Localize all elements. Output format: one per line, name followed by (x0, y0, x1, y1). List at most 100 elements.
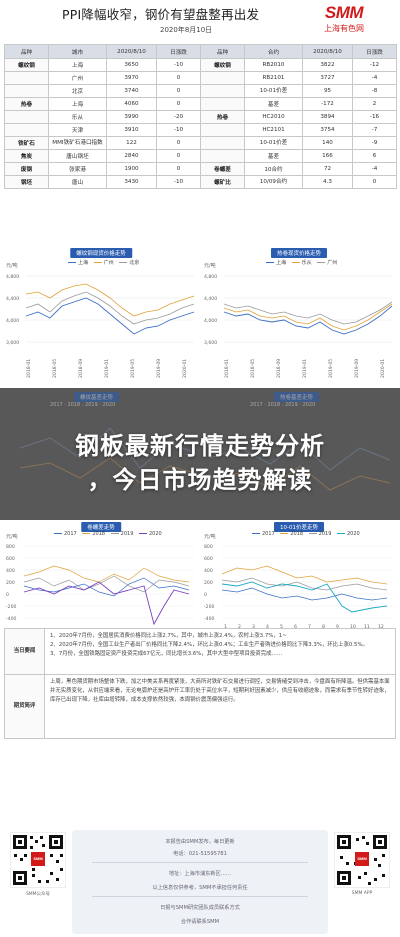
price-table: 品种 城市 2020/8/10 日涨跌 品种 合约 2020/8/10 日涨跌 … (4, 44, 397, 189)
svg-text:2019-05: 2019-05 (130, 359, 136, 378)
table-cell: 螺矿比 (200, 175, 245, 189)
table-cell: 0 (156, 97, 201, 111)
table-row: 铁矿石 MMI铁矿石港口指数 122 0 10-01价差 140 -9 (4, 136, 397, 150)
table-cell: 0 (156, 71, 201, 85)
svg-text:11: 11 (364, 624, 370, 630)
news-content: 1、2020年7月份，全国居民消费价格同比上涨2.7%，其中，城市上涨2.4%，… (44, 628, 396, 675)
svg-text:800: 800 (6, 544, 15, 550)
svg-text:400: 400 (6, 568, 15, 574)
table-cell: 基差 (244, 97, 303, 111)
hero-headline: 钢板最新行情走势分析 (75, 432, 325, 460)
qr-badge: SMM (31, 852, 45, 866)
news-item: 1、2020年7月份，全国居民消费价格同比上涨2.7%，其中，城市上涨2.4%，… (50, 633, 287, 639)
table-cell: 0 (352, 175, 397, 189)
table-cell: -172 (302, 97, 353, 111)
svg-text:2: 2 (238, 624, 241, 630)
header-cell: 合约 (244, 44, 303, 59)
table-cell (4, 110, 49, 124)
table-row: 螺纹钢 上海 3650 -10 螺纹钢 RB2010 3822 -12 (4, 58, 397, 72)
svg-text:2018-05: 2018-05 (250, 359, 256, 378)
table-cell: 焦炭 (4, 149, 49, 163)
contact-line: 地址：上海市浦东新区…… (168, 871, 232, 877)
table-cell: HC2101 (244, 123, 303, 137)
chart-legend: 2017 2018 2019 2020 (248, 531, 360, 537)
table-cell: 10-01价差 (244, 84, 303, 98)
chart-unit: 元/吨 (6, 534, 18, 540)
qr-caption: SMM APP (351, 891, 373, 896)
table-cell: RB2101 (244, 71, 303, 85)
table-cell: 0 (156, 149, 201, 163)
svg-text:-200: -200 (6, 604, 17, 610)
table-cell: RB2010 (244, 58, 303, 72)
qr-code-left[interactable]: SMM SMM公众号 (9, 831, 67, 898)
qr-code-right[interactable]: SMM SMM APP (333, 831, 391, 898)
report-date: 2020年8月10日 (160, 26, 213, 34)
table-cell: 3650 (106, 58, 157, 72)
table-cell: -4 (352, 162, 397, 176)
table-cell: 北京 (48, 84, 107, 98)
svg-text:3: 3 (252, 624, 255, 630)
charts-row-1: 螺纹钢现货价格走势 元/吨 上海 广州 北京 4,800 4,400 4,000… (4, 246, 396, 388)
header-cell: 品种 (200, 44, 245, 59)
legend-item: 北京 (129, 260, 140, 266)
table-cell: 0 (156, 84, 201, 98)
svg-text:10: 10 (350, 624, 356, 630)
chart-plot: 4,800 4,400 4,000 3,600 2018-01 2018-05 … (204, 274, 393, 378)
table-cell: 0 (156, 162, 201, 176)
table-row: 钢坯 唐山 3430 -10 螺矿比 10/09合约 4.3 0 (4, 175, 397, 189)
svg-text:2019-09: 2019-09 (156, 359, 162, 378)
svg-text:4: 4 (266, 624, 269, 630)
svg-text:2018-09: 2018-09 (276, 359, 282, 378)
table-cell: 张家港 (48, 162, 107, 176)
header-cell: 品种 (4, 44, 49, 59)
legend-item: 广州 (103, 260, 114, 266)
header-cell: 城市 (48, 44, 107, 59)
table-cell: -16 (352, 110, 397, 124)
table-cell: 钢坯 (4, 175, 49, 189)
svg-text:2019-01: 2019-01 (104, 359, 110, 378)
table-row: 北京 3740 0 10-01价差 95 -8 (4, 84, 397, 98)
svg-text:400: 400 (204, 568, 213, 574)
divider (92, 862, 308, 863)
svg-text:-400: -400 (6, 616, 17, 622)
smm-logo[interactable]: SMM 上海有色网 (308, 4, 380, 38)
table-cell: 10/09合约 (244, 175, 303, 189)
table-cell (4, 123, 49, 137)
chart-legend: 2017 · 2018 · 2019 · 2020 (50, 402, 116, 408)
table-cell: 唐山钢坯 (48, 149, 107, 163)
chart-title: 螺纹基差走势 (74, 392, 120, 402)
table-cell: 卷螺差 (200, 162, 245, 176)
chart-unit: 元/吨 (204, 534, 216, 540)
svg-text:2019-09: 2019-09 (354, 359, 360, 378)
chart-plot: 800 600 400 200 0 -200 -400 (6, 544, 194, 626)
table-cell: 天津 (48, 123, 107, 137)
table-cell (200, 97, 245, 111)
notes-label: 期货简评 (4, 674, 45, 739)
table-cell: 3894 (302, 110, 353, 124)
table-cell: 2840 (106, 149, 157, 163)
coil-rebar-spread-chart: 卷螺差走势 元/吨 2017 2018 2019 2020 800 600 40… (4, 520, 198, 630)
hero-overlay: 螺纹基差走势 热卷基差走势 2017 · 2018 · 2019 · 2020 … (0, 388, 400, 520)
chart-title: 螺纹钢现货价格走势 (70, 248, 132, 258)
table-cell: 166 (302, 149, 353, 163)
chart-title: 卷螺差走势 (81, 522, 121, 532)
table-cell: 3430 (106, 175, 157, 189)
chart-legend: 2017 2018 2019 2020 (50, 531, 162, 537)
table-cell: 螺纹钢 (200, 58, 245, 72)
legend-item: 上海 (276, 260, 287, 266)
table-cell (200, 123, 245, 137)
svg-text:2019-01: 2019-01 (302, 359, 308, 378)
table-cell (4, 71, 49, 85)
spread-10-01-chart: 10-01价差走势 元/吨 2017 2018 2019 2020 800 60… (202, 520, 396, 630)
qr-caption: SMM公众号 (25, 892, 51, 897)
svg-text:2018-01: 2018-01 (26, 359, 32, 378)
table-cell: -9 (352, 136, 397, 150)
svg-text:1: 1 (224, 624, 227, 630)
analysis-content: 上周，黑色期货期市场整体下跌，加之中美关系再度紧张，大商所对铁矿石交易进行调控，… (44, 674, 396, 739)
table-cell: 螺纹钢 (4, 58, 49, 72)
svg-text:7: 7 (308, 624, 311, 630)
logo-brand: SMM (324, 3, 364, 22)
hero-background-lines (19, 427, 391, 491)
svg-text:2020-01: 2020-01 (182, 359, 188, 378)
table-cell: -10 (156, 175, 201, 189)
